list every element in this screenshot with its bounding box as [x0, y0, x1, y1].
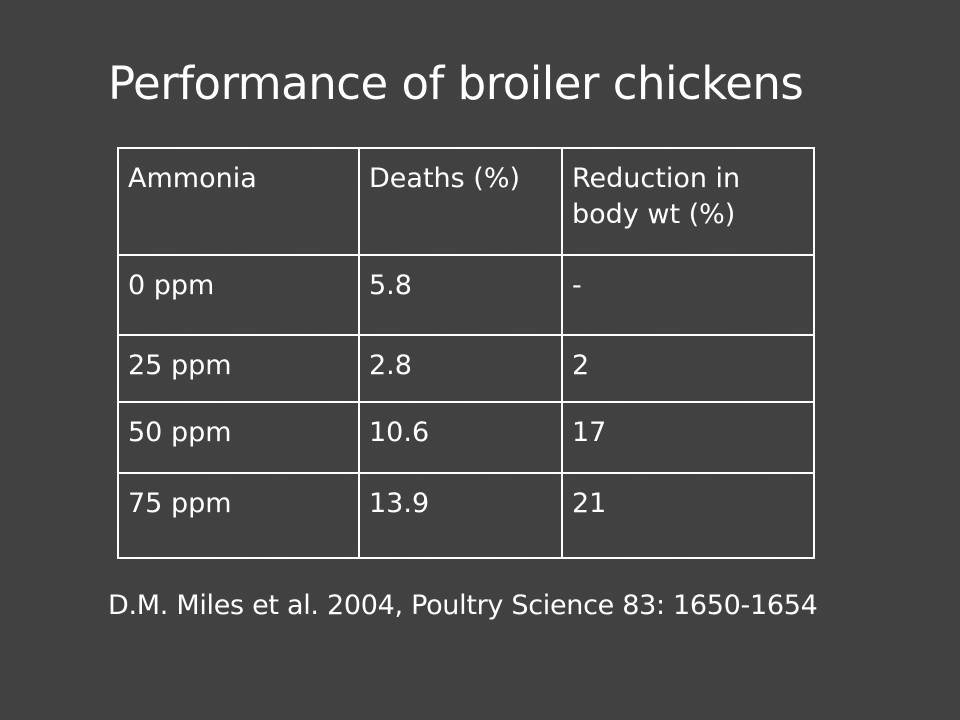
- cell-reduction: 17: [561, 401, 815, 474]
- cell-deaths: 2.8: [358, 334, 563, 403]
- header-reduction-body-weight: Reduction in body wt (%): [561, 147, 815, 256]
- citation: D.M. Miles et al. 2004, Poultry Science …: [108, 590, 818, 621]
- table-row: 25 ppm 2.8 2: [117, 334, 815, 403]
- cell-reduction: 2: [561, 334, 815, 403]
- cell-ammonia: 75 ppm: [117, 472, 360, 559]
- cell-reduction: 21: [561, 472, 815, 559]
- table-row: 50 ppm 10.6 17: [117, 401, 815, 474]
- table-row: 75 ppm 13.9 21: [117, 472, 815, 559]
- cell-ammonia: 50 ppm: [117, 401, 360, 474]
- cell-ammonia: 25 ppm: [117, 334, 360, 403]
- slide-title: Performance of broiler chickens: [108, 57, 804, 110]
- table-row: 0 ppm 5.8 -: [117, 254, 815, 336]
- table-header-row: Ammonia Deaths (%) Reduction in body wt …: [117, 147, 815, 256]
- cell-deaths: 13.9: [358, 472, 563, 559]
- cell-ammonia: 0 ppm: [117, 254, 360, 336]
- cell-deaths: 10.6: [358, 401, 563, 474]
- header-deaths: Deaths (%): [358, 147, 563, 256]
- cell-reduction: -: [561, 254, 815, 336]
- ammonia-performance-table: Ammonia Deaths (%) Reduction in body wt …: [117, 147, 815, 559]
- header-ammonia: Ammonia: [117, 147, 360, 256]
- cell-deaths: 5.8: [358, 254, 563, 336]
